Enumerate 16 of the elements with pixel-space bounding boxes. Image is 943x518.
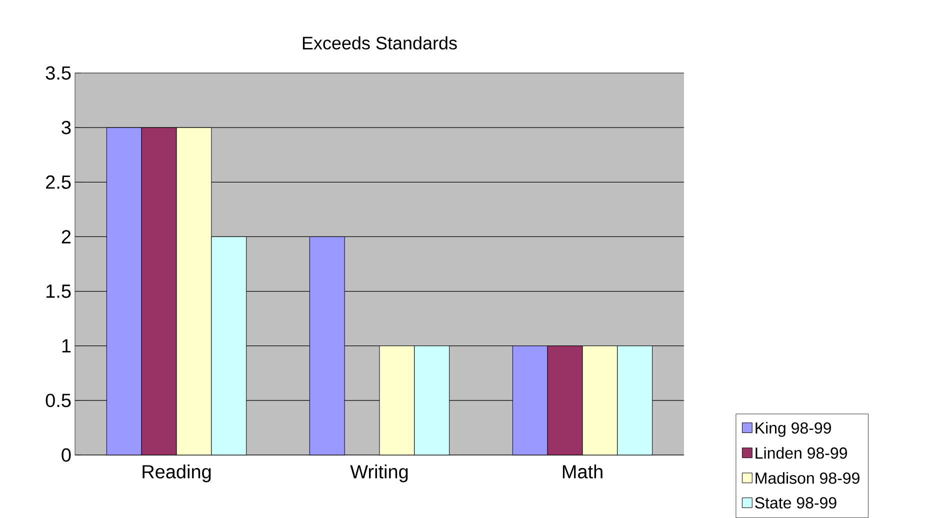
legend-label: Madison 98-99 [756,472,860,484]
x-tick-label: Math [562,464,602,478]
y-tick-label: 1.5 [46,284,71,298]
y-tick-label: 3.5 [46,66,71,80]
legend-label: King 98-99 [756,422,831,437]
y-tick-label: 2 [62,230,71,244]
y-tick-label: 1 [62,339,71,352]
x-tick-label: Writing [350,464,408,482]
legend-label: Linden 98-99 [756,447,847,459]
y-tick-label: 2.5 [46,175,71,189]
x-tick-label: Reading [142,464,211,482]
y-tick-label: 0 [62,448,71,462]
y-tick-label: 0.5 [46,394,71,408]
y-tick-label: 3 [62,120,71,134]
chart-title: Exceeds Standards [302,36,457,50]
legend-label: State 98-99 [755,497,836,508]
